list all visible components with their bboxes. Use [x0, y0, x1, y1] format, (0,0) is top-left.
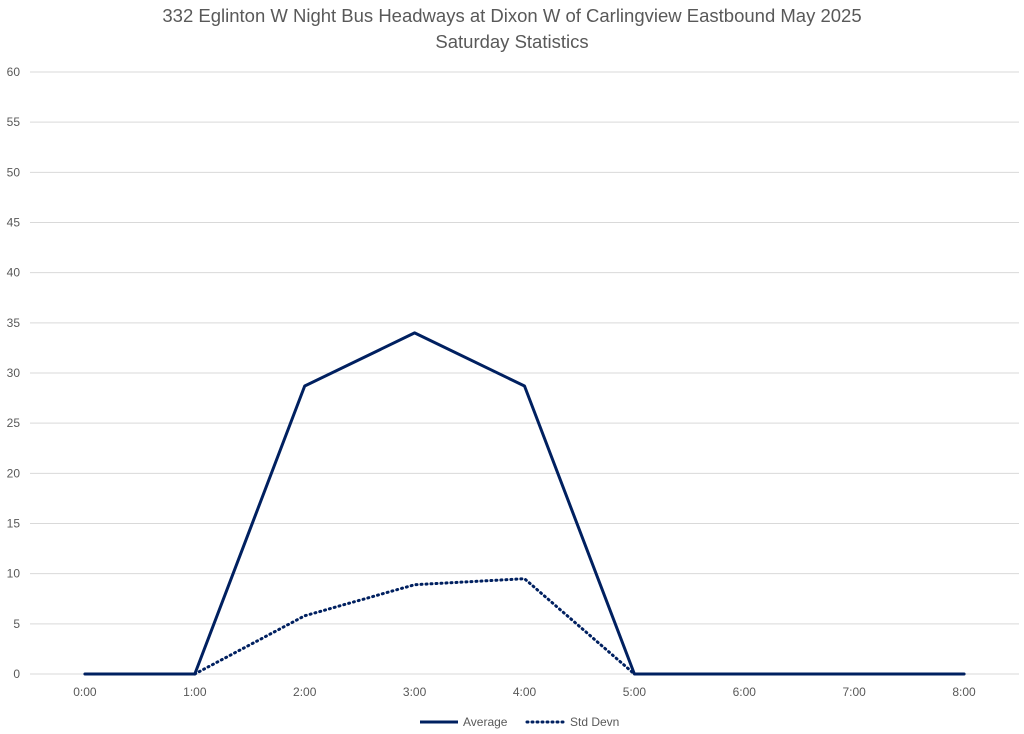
x-tick-label: 5:00 — [623, 685, 647, 699]
y-tick-label: 30 — [7, 366, 21, 380]
y-tick-label: 55 — [7, 115, 21, 129]
series-line-std-devn — [193, 577, 636, 676]
x-axis-ticks: 0:00 1:00 2:00 3:00 4:00 5:00 6:00 7:00 8:00 — [73, 685, 976, 699]
x-tick-label: 4:00 — [513, 685, 537, 699]
y-tick-label: 15 — [7, 517, 21, 531]
y-axis-ticks: 0 5 10 15 20 25 30 35 40 45 50 55 60 — [7, 65, 21, 681]
legend: Average Std Devn — [420, 715, 619, 729]
x-tick-label: 6:00 — [733, 685, 757, 699]
y-tick-label: 20 — [7, 466, 21, 480]
x-tick-label: 2:00 — [293, 685, 317, 699]
chart-subtitle: Saturday Statistics — [435, 31, 589, 52]
x-tick-label: 1:00 — [183, 685, 207, 699]
y-tick-label: 40 — [7, 266, 21, 280]
series-lines — [83, 331, 966, 676]
gridlines — [30, 71, 1019, 675]
y-tick-label: 10 — [7, 567, 21, 581]
x-tick-label: 3:00 — [403, 685, 427, 699]
x-tick-label: 7:00 — [842, 685, 866, 699]
chart-title: 332 Eglinton W Night Bus Headways at Dix… — [162, 5, 862, 26]
y-tick-label: 60 — [7, 65, 21, 79]
legend-label: Std Devn — [570, 715, 619, 729]
y-tick-label: 50 — [7, 165, 21, 179]
y-tick-label: 25 — [7, 416, 21, 430]
x-tick-label: 0:00 — [73, 685, 97, 699]
x-tick-label: 8:00 — [952, 685, 976, 699]
y-tick-label: 45 — [7, 216, 21, 230]
legend-label: Average — [463, 715, 508, 729]
y-tick-label: 35 — [7, 316, 21, 330]
y-tick-label: 0 — [13, 667, 20, 681]
series-line-average — [83, 331, 966, 676]
y-tick-label: 5 — [13, 617, 20, 631]
